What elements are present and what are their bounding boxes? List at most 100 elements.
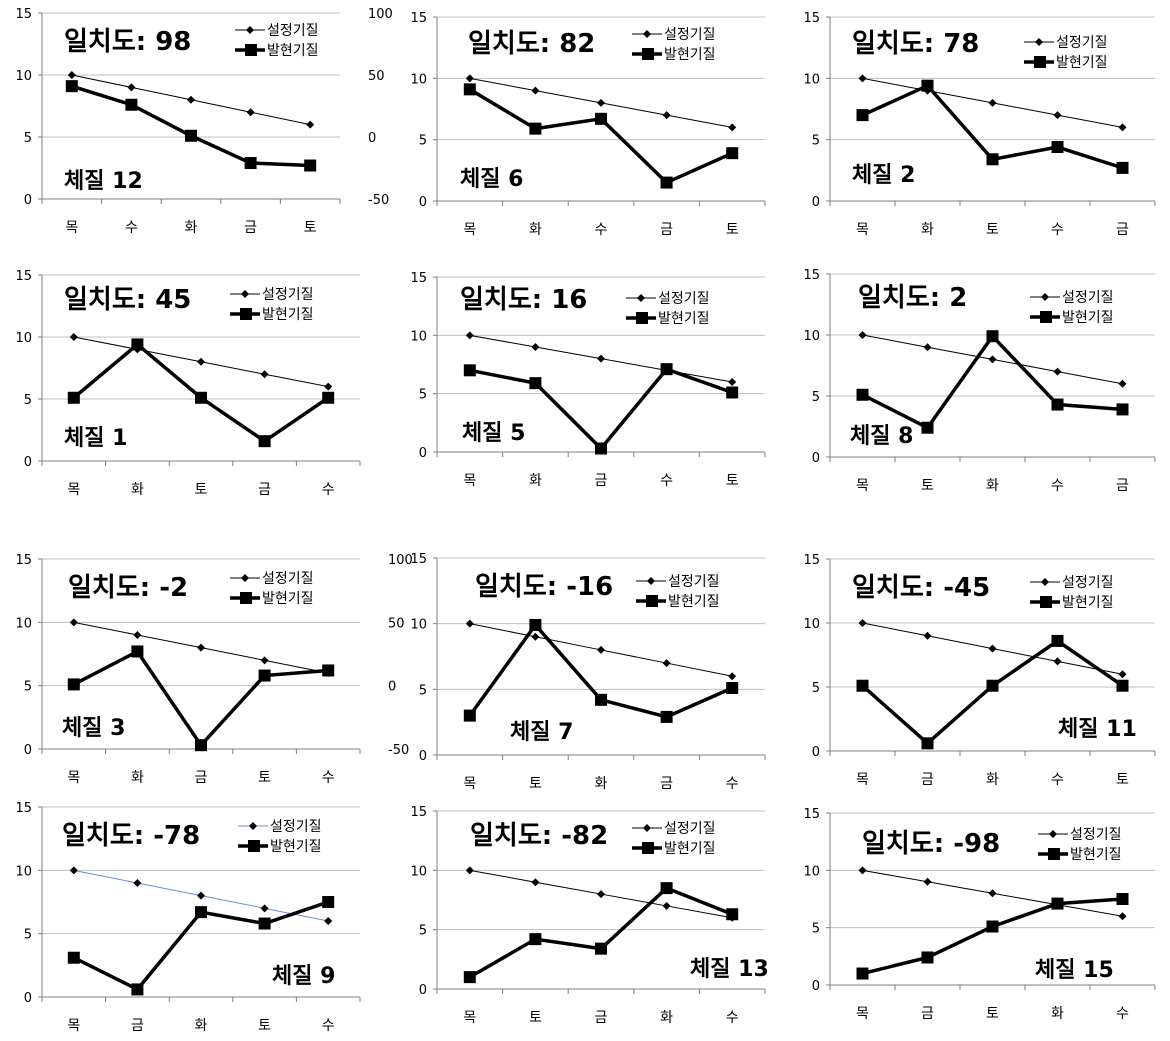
data-point-actual [921, 737, 934, 750]
data-point-set [728, 123, 737, 132]
agreement-score: 일치도: -78 [62, 821, 200, 851]
x-tick-label: 금 [660, 776, 673, 792]
data-point-actual [660, 176, 673, 189]
agreement-score: 일치도: 98 [64, 27, 191, 57]
legend-label-set: 설정기질 [270, 819, 322, 835]
data-point-set [465, 866, 474, 875]
data-point-set [197, 357, 205, 366]
y-tick-label: 10 [410, 72, 427, 87]
data-point-actual [660, 363, 673, 376]
legend-marker-set [241, 574, 249, 582]
data-point-set [465, 74, 474, 83]
data-point-actual [125, 98, 138, 111]
data-point-set [187, 95, 195, 104]
x-tick-label: 금 [595, 1010, 608, 1026]
data-point-actual [258, 917, 271, 930]
data-point-actual [131, 338, 144, 351]
data-point-actual [463, 83, 476, 96]
x-tick-label: 목 [856, 222, 869, 238]
legend-marker-set [241, 290, 249, 298]
legend-label-actual: 발현기질 [1070, 847, 1122, 863]
data-point-actual [856, 679, 869, 692]
data-point-actual [595, 112, 607, 125]
data-point-actual [67, 951, 80, 964]
constitution-label: 체질 15 [1035, 958, 1114, 983]
legend-label-actual: 발현기질 [267, 43, 319, 59]
data-point-set [858, 74, 867, 83]
data-point-set [246, 108, 255, 117]
data-point-set [662, 901, 671, 910]
y-tick-label: 0 [419, 446, 427, 461]
x-tick-label: 수 [322, 1018, 335, 1034]
x-tick-label: 화 [131, 770, 144, 786]
x-tick-label: 금 [660, 222, 673, 238]
legend-label-set: 설정기질 [1070, 827, 1122, 843]
data-point-set [988, 98, 997, 107]
data-point-actual [1051, 634, 1064, 647]
legend-label-actual: 발현기질 [664, 47, 716, 63]
data-point-set [133, 631, 142, 639]
legend-label-set: 설정기질 [262, 287, 314, 303]
data-point-set [1118, 379, 1127, 388]
legend-marker-actual [1034, 56, 1046, 68]
data-point-set [197, 643, 205, 652]
data-point-set [127, 83, 136, 92]
legend-label-actual: 발현기질 [658, 311, 710, 327]
x-tick-label: 화 [1051, 1006, 1064, 1022]
x-tick-label: 수 [595, 222, 608, 238]
data-point-set [858, 866, 867, 875]
data-point-set [69, 866, 78, 875]
constitution-label: 체질 7 [510, 720, 573, 745]
data-point-set [531, 343, 540, 351]
x-tick-label: 금 [244, 220, 257, 236]
legend-label-set: 설정기질 [262, 571, 314, 587]
legend-marker-actual [248, 840, 260, 852]
legend-marker-actual [1040, 311, 1052, 323]
y-tick-label: 15 [15, 553, 32, 568]
legend-marker-set [643, 30, 651, 38]
data-point-actual [726, 908, 739, 921]
legend-label-actual: 발현기질 [664, 841, 716, 857]
data-point-actual [1116, 893, 1129, 905]
y-tick-label: 5 [812, 922, 820, 937]
agreement-score: 일치도: 16 [460, 285, 587, 315]
legend-label-set: 설정기질 [267, 23, 319, 39]
x-tick-label: 목 [856, 772, 869, 788]
data-point-actual [595, 942, 607, 955]
y-tick-label: 15 [803, 11, 820, 26]
x-tick-label: 수 [660, 473, 673, 489]
data-point-actual [185, 129, 197, 142]
data-point-set [728, 378, 737, 386]
y-tick-label: 15 [15, 801, 32, 816]
secondary-y-tick-label: 0 [388, 680, 396, 695]
x-tick-label: 화 [131, 482, 144, 498]
y-tick-label: 10 [15, 69, 32, 84]
data-point-set [923, 877, 932, 886]
x-tick-label: 토 [529, 776, 542, 792]
data-point-set [197, 891, 205, 900]
data-point-actual [244, 157, 257, 170]
x-tick-label: 화 [986, 478, 999, 494]
legend-marker-set [1041, 293, 1049, 301]
x-tick-label: 화 [921, 222, 934, 238]
legend-label-set: 설정기질 [658, 291, 710, 307]
constitution-label: 체질 5 [462, 421, 525, 446]
x-tick-label: 수 [726, 1010, 739, 1026]
data-point-set [1053, 367, 1062, 376]
y-tick-label: 15 [410, 805, 427, 820]
y-tick-label: 10 [803, 617, 820, 632]
data-point-set [260, 904, 269, 913]
x-tick-label: 수 [322, 482, 335, 498]
x-tick-label: 토 [258, 1018, 271, 1034]
y-tick-label: 0 [24, 991, 32, 1006]
y-tick-label: 15 [410, 271, 427, 286]
x-tick-label: 화 [195, 1018, 208, 1034]
data-point-set [1053, 657, 1062, 666]
x-tick-label: 금 [258, 482, 271, 498]
y-tick-label: 0 [812, 979, 820, 994]
